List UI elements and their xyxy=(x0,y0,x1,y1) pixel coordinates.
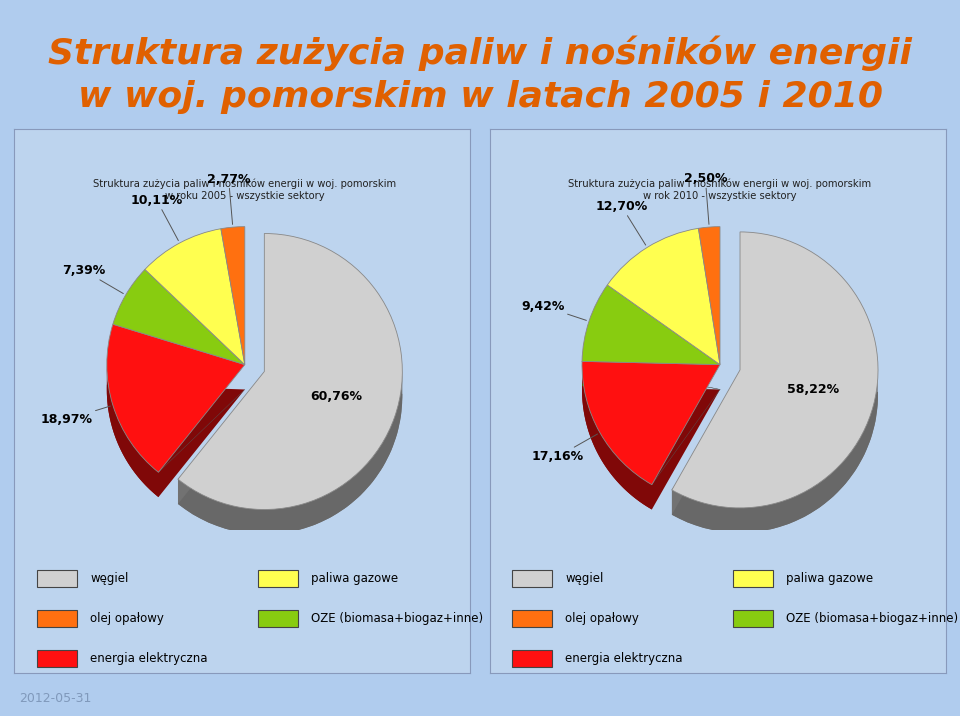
Text: OZE (biomasa+biogaz+inne): OZE (biomasa+biogaz+inne) xyxy=(786,611,958,625)
Text: w woj. pomorskim w latach 2005 i 2010: w woj. pomorskim w latach 2005 i 2010 xyxy=(78,79,882,114)
Wedge shape xyxy=(608,228,720,364)
Polygon shape xyxy=(582,384,720,390)
Wedge shape xyxy=(107,324,245,473)
Bar xyxy=(37,570,77,586)
Bar xyxy=(37,650,77,667)
Text: 12,70%: 12,70% xyxy=(595,200,648,245)
Bar xyxy=(37,610,77,626)
Text: 58,22%: 58,22% xyxy=(787,383,839,396)
Bar xyxy=(733,570,773,586)
Polygon shape xyxy=(672,392,878,533)
Wedge shape xyxy=(582,285,720,364)
Wedge shape xyxy=(178,233,402,510)
Text: olej opałowy: olej opałowy xyxy=(90,611,164,625)
Polygon shape xyxy=(178,373,402,534)
Text: 2,77%: 2,77% xyxy=(206,173,251,224)
Polygon shape xyxy=(178,394,402,534)
Bar xyxy=(258,610,298,626)
Text: paliwa gazowe: paliwa gazowe xyxy=(786,571,874,584)
Text: 7,39%: 7,39% xyxy=(62,264,123,294)
Text: węgiel: węgiel xyxy=(565,571,604,584)
Bar xyxy=(513,610,552,626)
Bar xyxy=(258,570,298,586)
Text: Struktura zużycia paliw i nośników energii w woj. pomorskim
w roku 2005 - wszyst: Struktura zużycia paliw i nośników energ… xyxy=(93,178,396,201)
Bar xyxy=(513,650,552,667)
Bar xyxy=(733,610,773,626)
Text: Struktura zużycia paliw i nośników energii w woj. pomorskim
w rok 2010 - wszystk: Struktura zużycia paliw i nośników energ… xyxy=(568,178,872,201)
Wedge shape xyxy=(145,228,245,364)
Wedge shape xyxy=(113,269,245,364)
Wedge shape xyxy=(221,227,245,364)
Text: 17,16%: 17,16% xyxy=(532,434,597,463)
Polygon shape xyxy=(582,386,720,510)
Text: OZE (biomasa+biogaz+inne): OZE (biomasa+biogaz+inne) xyxy=(311,611,483,625)
Text: 2,50%: 2,50% xyxy=(684,173,727,224)
Text: olej opałowy: olej opałowy xyxy=(565,611,639,625)
Text: paliwa gazowe: paliwa gazowe xyxy=(311,571,398,584)
Text: węgiel: węgiel xyxy=(90,571,129,584)
Text: 9,42%: 9,42% xyxy=(521,299,587,320)
Text: 18,97%: 18,97% xyxy=(40,406,110,426)
Text: 60,76%: 60,76% xyxy=(310,390,362,403)
Text: 10,11%: 10,11% xyxy=(131,194,183,241)
Text: energia elektryczna: energia elektryczna xyxy=(565,652,683,665)
Wedge shape xyxy=(699,227,720,364)
Polygon shape xyxy=(672,379,877,533)
Bar xyxy=(513,570,552,586)
Polygon shape xyxy=(107,384,245,497)
Polygon shape xyxy=(582,362,652,510)
Text: 2012-05-31: 2012-05-31 xyxy=(19,692,91,705)
Text: energia elektryczna: energia elektryczna xyxy=(90,652,207,665)
Polygon shape xyxy=(107,363,158,497)
Wedge shape xyxy=(672,232,878,508)
Text: Struktura zużycia paliw i nośników energii: Struktura zużycia paliw i nośników energ… xyxy=(48,36,912,72)
Wedge shape xyxy=(582,362,720,485)
